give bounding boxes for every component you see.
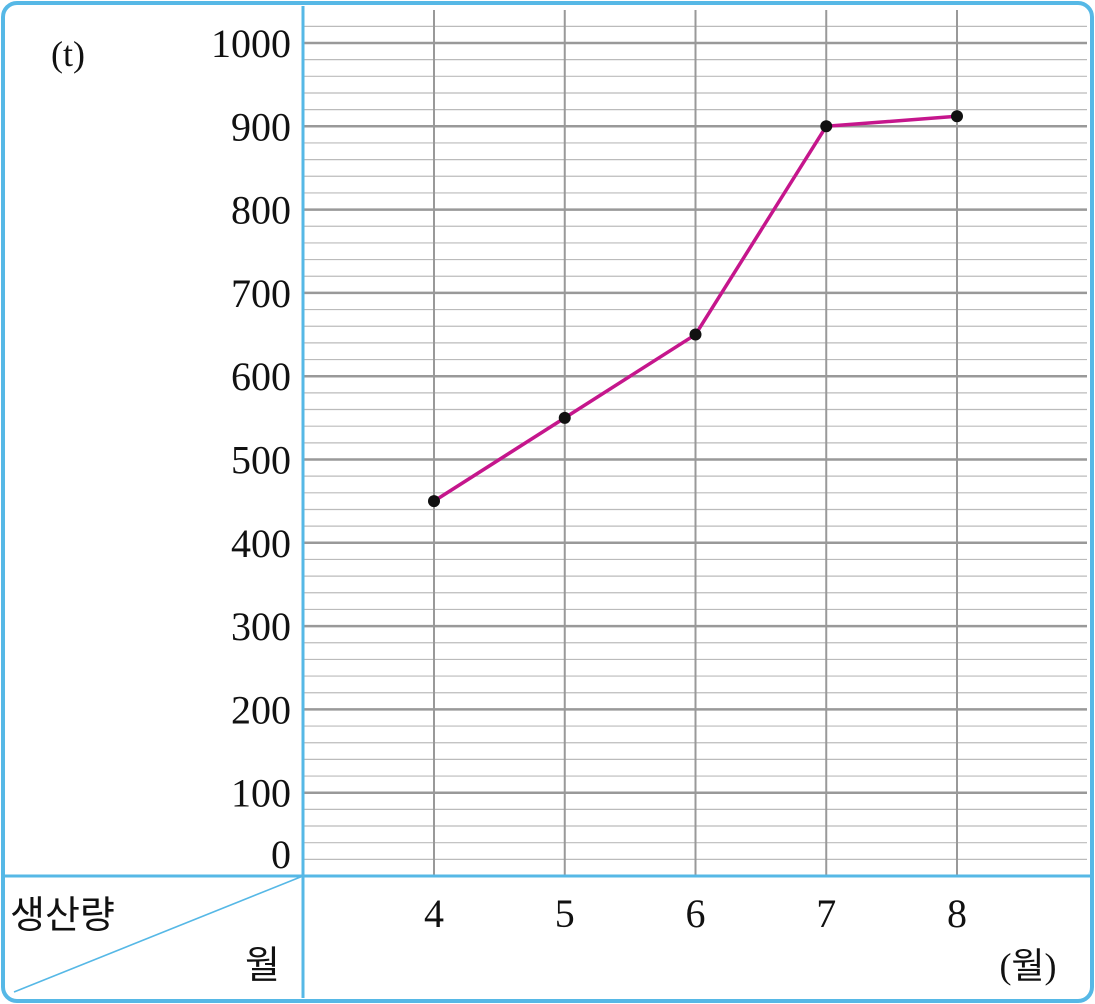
x-tick-label: 7 (816, 891, 836, 936)
x-axis-unit-label: (월) (999, 946, 1056, 986)
data-point-marker (689, 328, 702, 341)
y-tick-label: 800 (231, 188, 291, 233)
axes (5, 6, 1090, 998)
y-tick-label: 200 (231, 687, 291, 732)
data-point-marker (428, 495, 440, 508)
corner-diagonal-line (13, 875, 304, 993)
x-tick-label: 8 (947, 891, 967, 936)
y-tick-label: 900 (231, 104, 291, 149)
corner-col-label: 월 (245, 943, 280, 987)
y-tick-label: 500 (231, 438, 291, 483)
y-axis-unit-label: (t) (51, 34, 85, 74)
x-tick-label: 5 (555, 891, 575, 936)
x-tick-label: 4 (424, 891, 444, 936)
y-tick-label: 400 (231, 521, 291, 566)
y-tick-label: 100 (231, 771, 291, 816)
data-markers (428, 110, 963, 508)
y-tick-label: 1000 (211, 21, 291, 66)
axis-labels: (t) (월) 생산량 월 0 100 200 300 400 500 600 700 800 9… (10, 21, 1057, 987)
y-tick-label: 600 (231, 354, 291, 399)
data-point-marker (951, 110, 963, 123)
y-tick-label: 0 (271, 832, 291, 877)
x-tick-label: 6 (686, 891, 706, 936)
data-point-marker (558, 411, 571, 424)
data-point-marker (820, 120, 833, 133)
y-tick-label: 300 (231, 604, 291, 649)
y-tick-label: 700 (231, 271, 291, 316)
corner-row-label: 생산량 (10, 893, 115, 937)
grid-lines (303, 10, 1087, 876)
